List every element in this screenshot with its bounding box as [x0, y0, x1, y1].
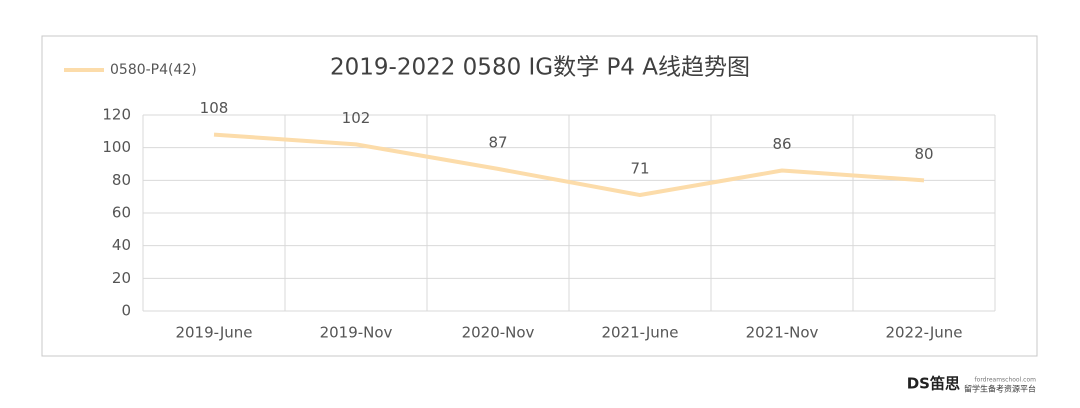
data-label: 86 [772, 135, 791, 153]
watermark-tagline: 留学生备考资源平台 [964, 384, 1036, 394]
y-tick-label: 100 [102, 138, 131, 156]
watermark-logo: DS笛思 [907, 375, 960, 393]
data-label: 71 [630, 160, 649, 178]
x-tick-label: 2019-June [175, 324, 252, 342]
y-tick-label: 40 [112, 236, 131, 254]
data-label: 87 [488, 133, 507, 151]
x-tick-label: 2020-Nov [462, 324, 535, 342]
data-label: 80 [914, 145, 933, 163]
x-tick-label: 2021-June [601, 324, 678, 342]
legend-label: 0580-P4(42) [110, 62, 197, 78]
y-tick-label: 80 [112, 171, 131, 189]
data-label: 102 [342, 109, 371, 127]
chart-frame [41, 35, 1038, 357]
chart-title: 2019-2022 0580 IG数学 P4 A线趋势图 [330, 55, 750, 81]
watermark-url: fordreamschool.com [975, 377, 1037, 384]
data-line [213, 132, 925, 198]
y-tick-label: 60 [112, 204, 131, 222]
x-tick-label: 2021-Nov [746, 324, 819, 342]
x-tick-label: 2019-Nov [320, 324, 393, 342]
x-tick-label: 2022-June [885, 324, 962, 342]
y-tick-label: 120 [102, 106, 131, 124]
y-tick-label: 0 [121, 302, 131, 320]
data-label: 108 [200, 99, 229, 117]
y-tick-label: 20 [112, 269, 131, 287]
